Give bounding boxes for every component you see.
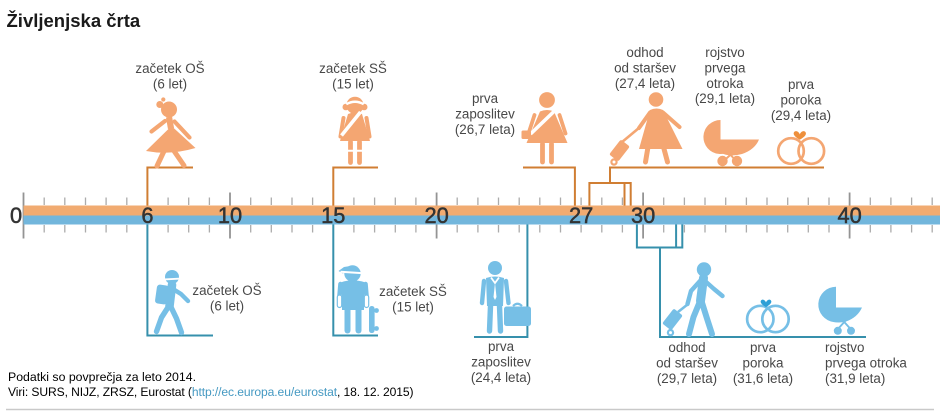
svg-text:prvega: prvega <box>705 60 746 75</box>
svg-text:(27,4 leta): (27,4 leta) <box>615 76 675 91</box>
svg-text:otroka: otroka <box>706 76 744 91</box>
svg-text:40: 40 <box>837 203 861 228</box>
svg-text:začetek SŠ: začetek SŠ <box>379 284 447 299</box>
svg-text:(31,6 leta): (31,6 leta) <box>733 371 793 386</box>
svg-text:Viri: SURS, NIJZ, ZRSZ, Eurost: Viri: SURS, NIJZ, ZRSZ, Eurostat (http:/… <box>8 385 414 399</box>
svg-text:(31,9 leta): (31,9 leta) <box>825 371 885 386</box>
svg-text:0: 0 <box>10 203 22 228</box>
svg-text:(29,4 leta): (29,4 leta) <box>771 108 831 123</box>
svg-text:15: 15 <box>321 203 345 228</box>
svg-text:odhod: odhod <box>668 340 705 355</box>
svg-text:(6 let): (6 let) <box>210 298 244 313</box>
svg-text:(6 let): (6 let) <box>153 76 187 91</box>
svg-text:(15 let): (15 let) <box>392 299 434 314</box>
svg-text:prva: prva <box>472 91 499 106</box>
svg-text:od staršev: od staršev <box>614 60 676 75</box>
svg-text:rojstvo: rojstvo <box>825 340 864 355</box>
svg-text:od staršev: od staršev <box>656 355 718 370</box>
svg-text:6: 6 <box>141 203 153 228</box>
svg-text:zaposlitev: zaposlitev <box>471 354 531 369</box>
svg-text:prvega otroka: prvega otroka <box>825 355 907 370</box>
svg-text:odhod: odhod <box>626 45 663 60</box>
svg-text:poroka: poroka <box>781 92 822 107</box>
svg-text:Življenjska črta: Življenjska črta <box>7 10 141 31</box>
svg-text:(15 let): (15 let) <box>332 76 374 91</box>
svg-text:prva: prva <box>788 77 815 92</box>
svg-text:poroka: poroka <box>743 355 784 370</box>
svg-text:27: 27 <box>569 203 593 228</box>
svg-text:prva: prva <box>488 339 515 354</box>
svg-text:rojstvo: rojstvo <box>705 45 744 60</box>
svg-text:začetek OŠ: začetek OŠ <box>192 283 261 298</box>
svg-text:začetek OŠ: začetek OŠ <box>135 61 204 76</box>
svg-text:10: 10 <box>218 203 242 228</box>
svg-text:20: 20 <box>424 203 448 228</box>
svg-text:(29,7 leta): (29,7 leta) <box>657 371 717 386</box>
svg-text:(29,1 leta): (29,1 leta) <box>695 91 755 106</box>
svg-text:prva: prva <box>750 340 777 355</box>
svg-text:začetek SŠ: začetek SŠ <box>319 61 387 76</box>
svg-text:(26,7 leta): (26,7 leta) <box>455 122 515 137</box>
svg-text:30: 30 <box>631 203 655 228</box>
svg-text:zaposlitev: zaposlitev <box>455 106 515 121</box>
svg-text:Podatki so povprečja za leto 2: Podatki so povprečja za leto 2014. <box>8 370 196 384</box>
svg-text:(24,4 leta): (24,4 leta) <box>471 370 531 385</box>
